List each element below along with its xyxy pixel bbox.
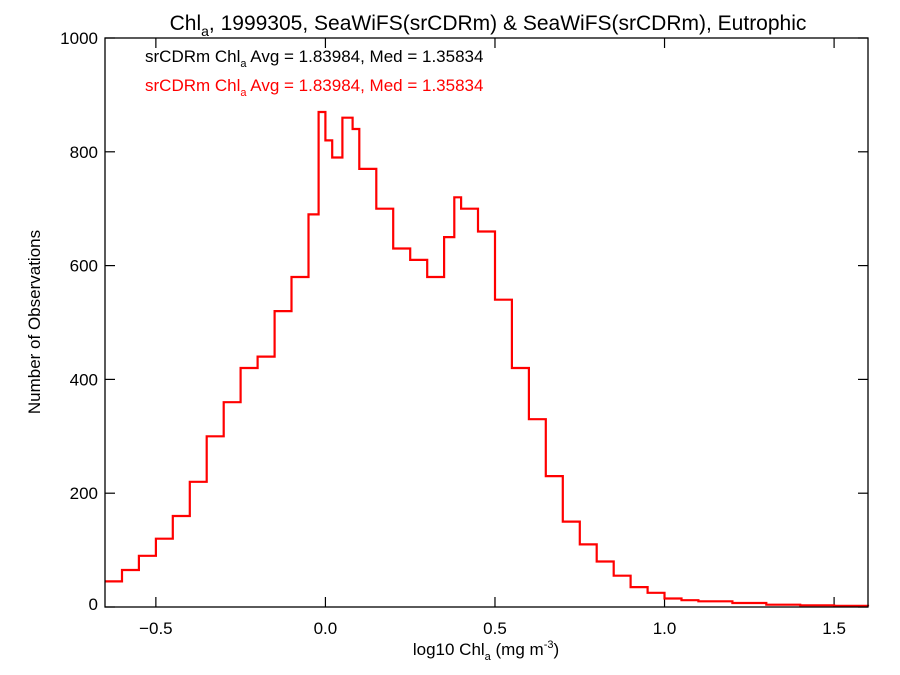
- x-axis-label-subscript: a: [485, 651, 492, 663]
- x-tick-label: 1.5: [822, 619, 846, 638]
- x-axis-label-middle: (mg m: [491, 640, 544, 659]
- y-tick-label: 0: [89, 595, 98, 614]
- annotation-line-1: srCDRm Chla Avg = 1.83984, Med = 1.35834: [145, 47, 483, 70]
- chart-title-prefix: Chl: [170, 12, 202, 35]
- annotation-2-prefix: srCDRm Chl: [145, 76, 240, 95]
- x-axis-label-superscript: -3: [544, 639, 554, 651]
- annotation-2-subscript: a: [240, 87, 247, 99]
- annotation-1-suffix: Avg = 1.83984, Med = 1.35834: [247, 47, 484, 66]
- y-axis-label: Number of Observations: [25, 230, 44, 414]
- x-tick-label: 0.5: [483, 619, 507, 638]
- y-axis-ticks: 0 200 400 600 800 1000: [60, 29, 868, 614]
- y-tick-label: 200: [70, 484, 98, 503]
- x-tick-label: −0.5: [139, 619, 173, 638]
- y-tick-label: 800: [70, 143, 98, 162]
- chart-title-subscript: a: [201, 23, 209, 39]
- chart-title-suffix: , 1999305, SeaWiFS(srCDRm) & SeaWiFS(srC…: [209, 12, 806, 35]
- y-tick-label: 400: [70, 370, 98, 389]
- x-axis-ticks: −0.5 0.0 0.5 1.0 1.5: [139, 38, 846, 638]
- x-axis-label-end: ): [553, 640, 559, 659]
- annotation-1-prefix: srCDRm Chl: [145, 47, 240, 66]
- annotation-1-subscript: a: [240, 58, 247, 70]
- x-axis-label-prefix: log10 Chl: [413, 640, 485, 659]
- chart-title: Chla, 1999305, SeaWiFS(srCDRm) & SeaWiFS…: [170, 12, 807, 39]
- x-tick-label: 0.0: [314, 619, 338, 638]
- histogram-series-line: [105, 110, 870, 607]
- x-tick-label: 1.0: [653, 619, 677, 638]
- y-tick-label: 600: [70, 257, 98, 276]
- x-axis-label: log10 Chla (mg m-3): [413, 639, 559, 663]
- y-tick-label: 1000: [60, 29, 98, 48]
- annotation-2-suffix: Avg = 1.83984, Med = 1.35834: [247, 76, 484, 95]
- plot-frame: [104, 37, 869, 608]
- annotation-line-2: srCDRm Chla Avg = 1.83984, Med = 1.35834: [145, 76, 483, 99]
